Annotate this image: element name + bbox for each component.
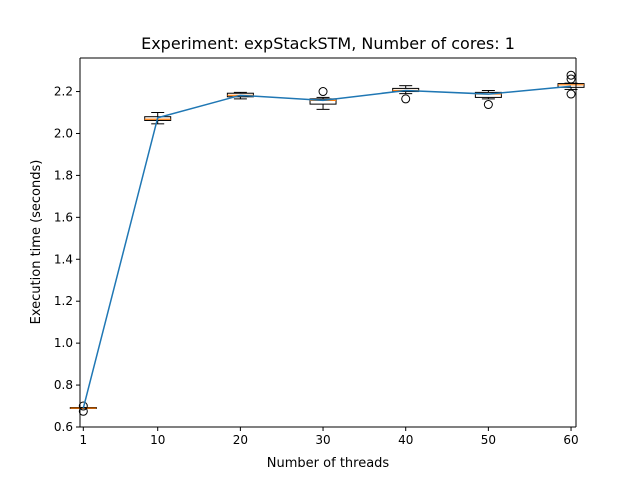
y-tick-label-8: 2.2	[54, 85, 73, 99]
y-tick-label-4: 1.4	[54, 252, 73, 266]
x-axis-label: Number of threads	[267, 456, 390, 471]
plot-area: 1 10 20 30 40 50 60 0.6 0.8 1.0 1.2 1.4 1.6 1.8 2.0 2.2	[54, 57, 585, 447]
y-axis-label: Execution time (seconds)	[29, 160, 44, 325]
x-tick-label-50: 50	[481, 433, 496, 447]
y-tick-label-7: 2.0	[54, 126, 73, 140]
flier-60-2	[566, 70, 576, 80]
flier-60-0	[566, 89, 576, 99]
y-tick-label-0: 0.6	[54, 420, 73, 434]
box-rect-60	[557, 83, 585, 88]
box-60	[557, 70, 585, 99]
box-10	[144, 112, 172, 125]
box-rect-50	[474, 91, 502, 98]
y-tick-label-5: 1.6	[54, 210, 73, 224]
flier-30-0	[318, 87, 328, 97]
flier-1-1	[78, 401, 88, 411]
x-tick-label-40: 40	[398, 433, 413, 447]
y-tick-label-2: 1.0	[54, 336, 73, 350]
box-rect-30	[309, 98, 337, 105]
x-tick-label-60: 60	[563, 433, 578, 447]
flier-60-1	[566, 74, 576, 84]
x-tick-label-20: 20	[233, 433, 248, 447]
flier-50-0	[483, 100, 493, 110]
mean-line-series	[82, 85, 572, 409]
x-tick-label-30: 30	[315, 433, 330, 447]
y-tick-label-1: 0.8	[54, 378, 73, 392]
flier-40-0	[401, 94, 411, 104]
x-tick-label-10: 10	[150, 433, 165, 447]
y-tick-label-6: 1.8	[54, 168, 73, 182]
y-tick-label-3: 1.2	[54, 294, 73, 308]
chart-title: Experiment: expStackSTM, Number of cores…	[141, 34, 515, 53]
x-tick-label-1: 1	[79, 433, 87, 447]
box-20	[226, 91, 254, 100]
